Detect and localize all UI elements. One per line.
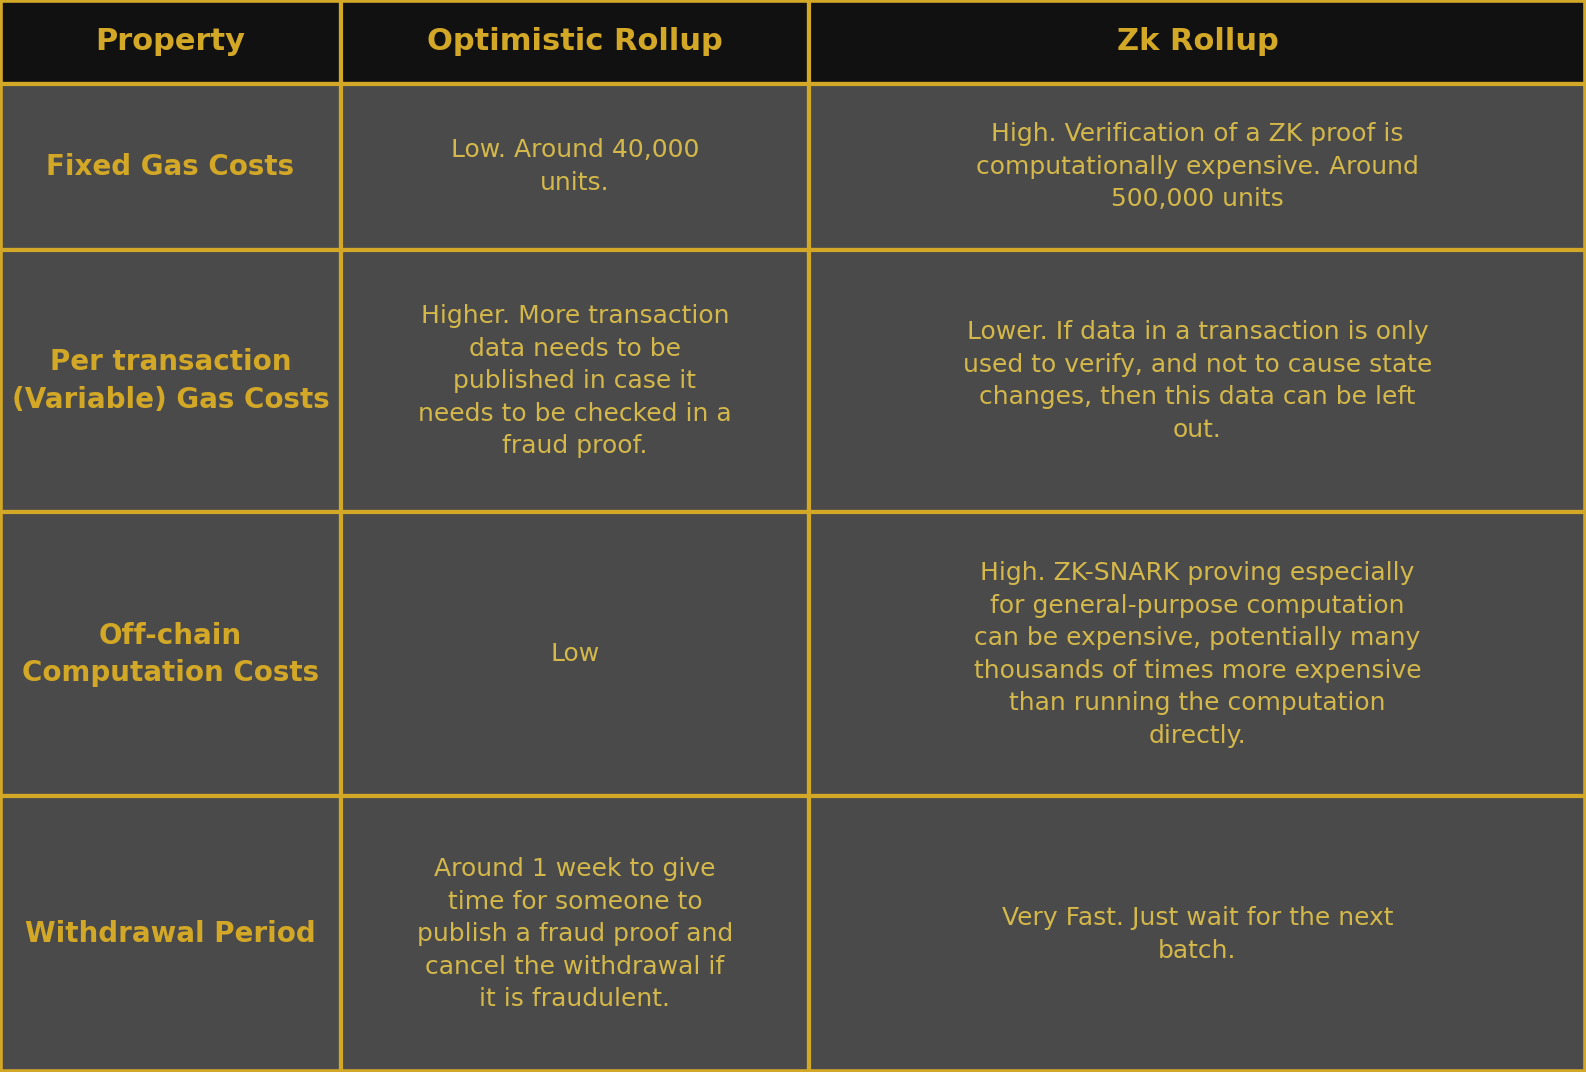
Bar [0,0,341,84]
Bar [809,84,1586,250]
Bar [341,84,809,250]
Bar [341,0,809,84]
Bar [341,250,809,512]
Text: High. Verification of a ZK proof is
computationally expensive. Around
500,000 un: High. Verification of a ZK proof is comp… [975,122,1419,211]
Text: Higher. More transaction
data needs to be
published in case it
needs to be check: Higher. More transaction data needs to b… [419,304,731,458]
Text: Low: Low [550,642,600,667]
Bar [0,512,341,796]
Text: Very Fast. Just wait for the next
batch.: Very Fast. Just wait for the next batch. [1002,906,1393,963]
Text: High. ZK-SNARK proving especially
for general-purpose computation
can be expensi: High. ZK-SNARK proving especially for ge… [974,561,1421,748]
Text: Withdrawal Period: Withdrawal Period [25,920,316,949]
Text: Zk Rollup: Zk Rollup [1117,27,1278,57]
Bar [0,796,341,1072]
Bar [341,512,809,796]
Text: Optimistic Rollup: Optimistic Rollup [427,27,723,57]
Text: Property: Property [95,27,246,57]
Text: Lower. If data in a transaction is only
used to verify, and not to cause state
c: Lower. If data in a transaction is only … [963,321,1432,442]
Text: Per transaction
(Variable) Gas Costs: Per transaction (Variable) Gas Costs [11,348,330,414]
Text: Around 1 week to give
time for someone to
publish a fraud proof and
cancel the w: Around 1 week to give time for someone t… [417,858,733,1011]
Text: Off-chain
Computation Costs: Off-chain Computation Costs [22,622,319,687]
Bar [809,0,1586,84]
Text: Low. Around 40,000
units.: Low. Around 40,000 units. [450,138,699,195]
Bar [341,796,809,1072]
Bar [809,796,1586,1072]
Bar [809,512,1586,796]
Text: Fixed Gas Costs: Fixed Gas Costs [46,152,295,181]
Bar [0,250,341,512]
Bar [0,84,341,250]
Bar [809,250,1586,512]
